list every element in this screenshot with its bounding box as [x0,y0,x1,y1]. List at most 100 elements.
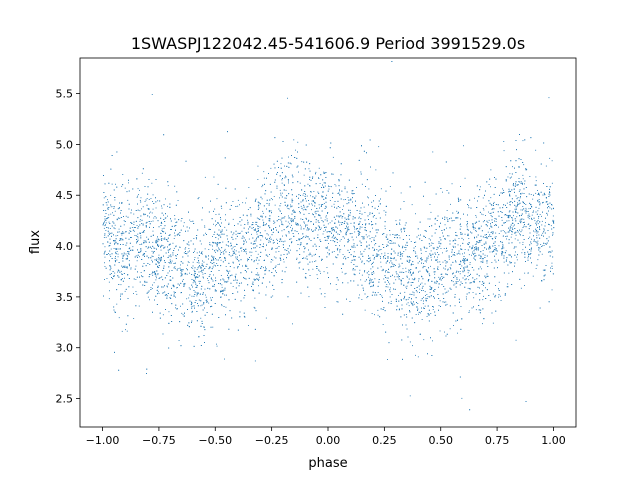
data-point [305,200,307,202]
data-point [537,240,539,242]
data-point [368,248,370,250]
data-point [503,222,505,224]
data-point [340,222,342,223]
data-point [222,251,224,253]
data-point [301,161,303,163]
data-point [113,234,114,236]
data-point [494,247,496,249]
data-point [180,261,182,263]
data-point [345,231,347,233]
data-point [395,271,397,273]
data-point [478,309,480,311]
data-point [125,215,127,217]
data-point [248,325,249,326]
data-point [136,235,137,237]
data-point [180,292,182,294]
data-point [396,276,398,278]
data-point [358,235,360,236]
data-point [295,222,297,224]
data-point [364,227,366,228]
data-point [510,236,512,238]
data-point [382,300,383,302]
data-point [492,208,493,210]
data-point [284,177,286,179]
data-point [281,157,283,159]
data-point [408,271,409,273]
data-point [307,183,309,185]
data-point [537,231,539,233]
data-point [323,230,325,232]
data-point [219,234,221,236]
data-point [352,246,354,248]
data-point [208,258,209,260]
data-point [482,250,484,251]
data-point [252,243,254,245]
data-point [276,220,278,222]
data-point [314,243,316,245]
data-point [396,273,398,275]
data-point [261,235,263,236]
data-point [221,231,223,232]
data-point [491,226,493,228]
data-point [239,254,240,256]
data-point [345,258,347,260]
data-point [423,339,425,341]
data-point [366,241,367,243]
data-point [355,217,356,219]
data-point [437,252,438,253]
data-point [429,296,431,298]
data-point [515,181,517,183]
data-point [247,209,249,210]
data-point [152,230,154,232]
data-point [251,283,253,285]
data-point [299,224,301,226]
data-point [136,225,138,226]
data-point [417,356,419,358]
data-point [404,291,406,293]
data-point [213,262,215,264]
data-point [259,276,260,278]
data-point [280,210,281,212]
data-point [154,216,156,217]
data-point [181,273,183,275]
data-point [180,272,182,274]
data-point [237,267,238,269]
data-point [487,222,489,223]
data-point [459,273,461,275]
data-point [371,221,372,223]
data-point [438,276,440,278]
data-point [541,246,542,247]
data-point [299,182,301,184]
data-point [117,231,119,233]
data-point [371,272,373,273]
data-point [399,237,401,239]
data-point [398,263,400,265]
data-point [253,227,254,228]
data-point [531,214,533,216]
data-point [128,260,130,262]
data-point [132,246,134,248]
data-point [283,184,285,186]
data-point [297,141,299,143]
data-point [415,314,417,315]
data-point [270,167,272,169]
data-point [172,242,174,244]
data-point [446,250,448,252]
data-point [491,262,493,263]
data-point [468,205,469,207]
data-point [118,231,120,233]
data-point [436,246,438,248]
data-point [424,283,426,285]
data-point [221,305,223,307]
data-point [177,268,179,269]
data-point [328,254,330,256]
data-point [224,294,225,296]
data-point [551,268,553,269]
data-point [258,230,259,231]
data-point [259,203,261,205]
data-point [191,267,192,269]
data-point [145,199,147,201]
data-point [479,257,481,259]
data-point [476,248,478,250]
data-point [545,222,546,224]
